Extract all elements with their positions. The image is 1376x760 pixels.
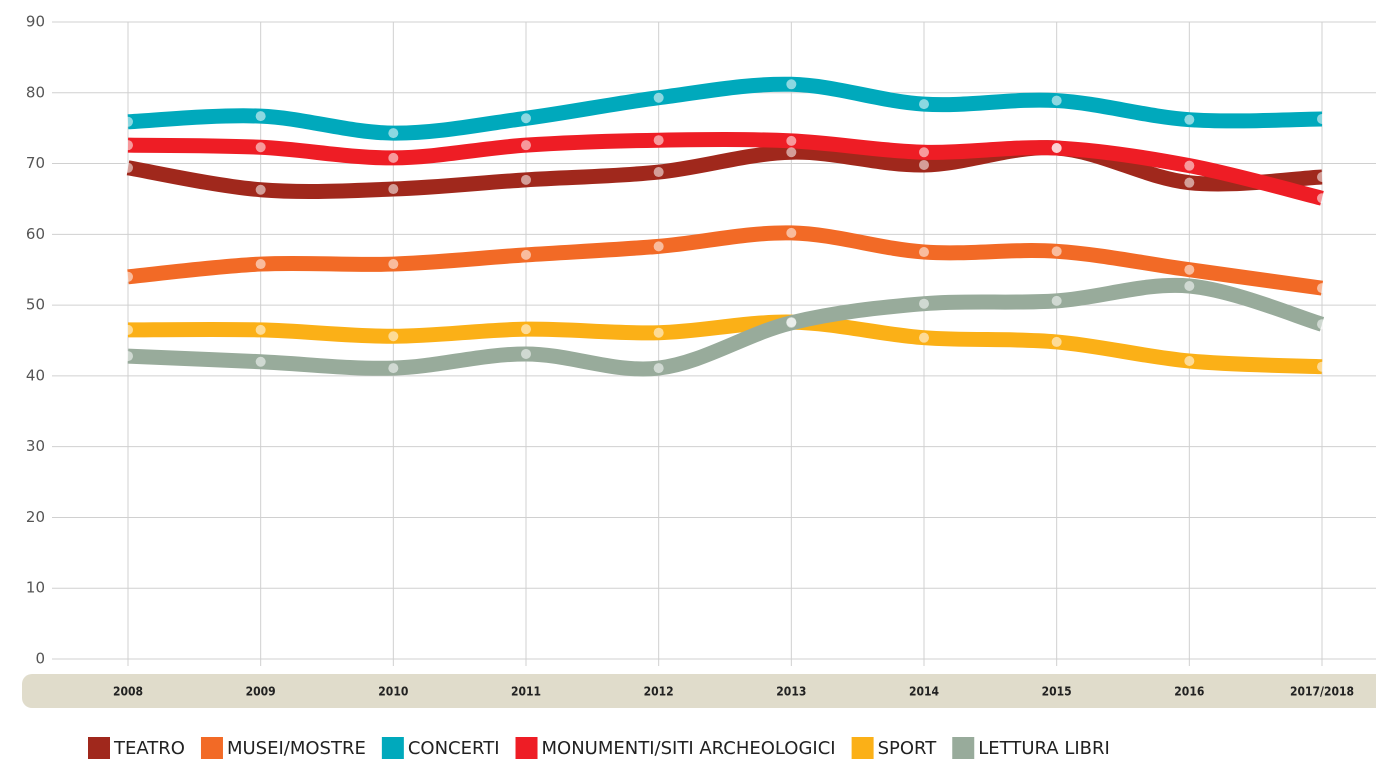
data-point (786, 135, 797, 146)
legend-label: LETTURA LIBRI (978, 738, 1110, 759)
data-point (1051, 142, 1062, 153)
x-tick-label: 2009 (246, 685, 276, 699)
y-tick-label: 40 (26, 366, 45, 384)
x-tick-label: 2017/2018 (1290, 685, 1354, 699)
data-point (786, 227, 797, 238)
data-point (1051, 246, 1062, 257)
data-point (123, 351, 133, 362)
data-point (521, 140, 531, 151)
data-point (1317, 319, 1327, 330)
data-point (388, 363, 399, 374)
series-line (126, 140, 1323, 199)
data-point (1317, 193, 1327, 204)
data-point (653, 241, 664, 252)
data-point (388, 259, 399, 270)
data-point (1184, 356, 1195, 367)
data-point (255, 259, 266, 270)
data-point (1184, 264, 1195, 275)
y-tick-label: 70 (26, 154, 45, 172)
data-point (1317, 283, 1327, 294)
data-point (388, 152, 399, 163)
data-point (919, 159, 929, 170)
data-point (653, 167, 664, 178)
data-point (255, 356, 266, 367)
data-point (255, 184, 266, 195)
legend-swatch (515, 737, 538, 759)
legend-swatch (200, 737, 223, 759)
data-point (919, 298, 929, 309)
y-tick-label: 20 (26, 508, 45, 526)
data-point (786, 317, 797, 328)
data-point (653, 327, 664, 338)
data-point (388, 128, 399, 139)
data-point (1051, 295, 1062, 306)
x-tick-label: 2010 (378, 685, 408, 699)
data-point (653, 363, 664, 374)
data-point (521, 174, 531, 185)
y-tick-label: 50 (26, 296, 45, 314)
data-point (1317, 361, 1327, 372)
series-line (127, 76, 1323, 141)
legend-swatch (952, 737, 975, 759)
data-point (1317, 113, 1327, 124)
data-point (919, 99, 929, 110)
series-line (127, 314, 1323, 375)
x-tick-label: 2014 (909, 685, 940, 699)
x-tick-label: 2016 (1174, 685, 1204, 699)
data-point (123, 140, 133, 151)
data-point (255, 111, 266, 122)
data-point (1184, 114, 1195, 125)
data-point (123, 162, 133, 173)
data-point (521, 348, 531, 359)
data-point (1051, 336, 1062, 347)
data-point (786, 147, 797, 158)
series-line (127, 225, 1324, 296)
y-tick-label: 30 (26, 437, 45, 455)
data-point (123, 271, 133, 282)
data-point (1317, 172, 1327, 183)
y-tick-label: 90 (26, 13, 45, 31)
data-point (1184, 160, 1195, 171)
data-point (1184, 177, 1195, 188)
x-tick-label: 2011 (511, 685, 541, 699)
data-point (786, 79, 797, 90)
x-tick-label: 2008 (113, 685, 143, 699)
legend-label: MUSEI/MOSTRE (227, 738, 366, 759)
series-line (127, 277, 1325, 377)
data-point (388, 184, 399, 195)
x-axis-band (22, 674, 1376, 708)
y-tick-label: 80 (26, 83, 45, 101)
legend-swatch (381, 737, 404, 759)
series-line (127, 132, 1324, 206)
data-point (255, 324, 266, 335)
data-point (919, 147, 929, 158)
data-point (653, 135, 664, 146)
data-point (1184, 281, 1195, 292)
x-tick-label: 2015 (1042, 685, 1072, 699)
legend-label: CONCERTI (408, 738, 500, 759)
data-point (653, 92, 664, 103)
y-tick-label: 0 (35, 650, 45, 668)
legend-label: TEATRO (113, 738, 185, 759)
x-tick-label: 2012 (644, 685, 674, 699)
legend-swatch (88, 737, 110, 759)
y-tick-label: 60 (26, 225, 45, 243)
data-point (521, 249, 531, 260)
data-point (123, 116, 133, 127)
data-point (919, 332, 929, 343)
data-point (388, 331, 399, 342)
legend-label: MONUMENTI/SITI ARCHEOLOGICI (542, 738, 836, 759)
data-point (521, 324, 531, 335)
data-point (521, 113, 531, 124)
data-point (919, 247, 929, 258)
legend-swatch (851, 737, 874, 759)
y-tick-label: 10 (26, 579, 45, 597)
legend-label: SPORT (878, 738, 938, 759)
data-point (123, 324, 133, 335)
data-point (255, 142, 266, 153)
x-tick-label: 2013 (776, 685, 806, 699)
data-point (1051, 95, 1062, 106)
